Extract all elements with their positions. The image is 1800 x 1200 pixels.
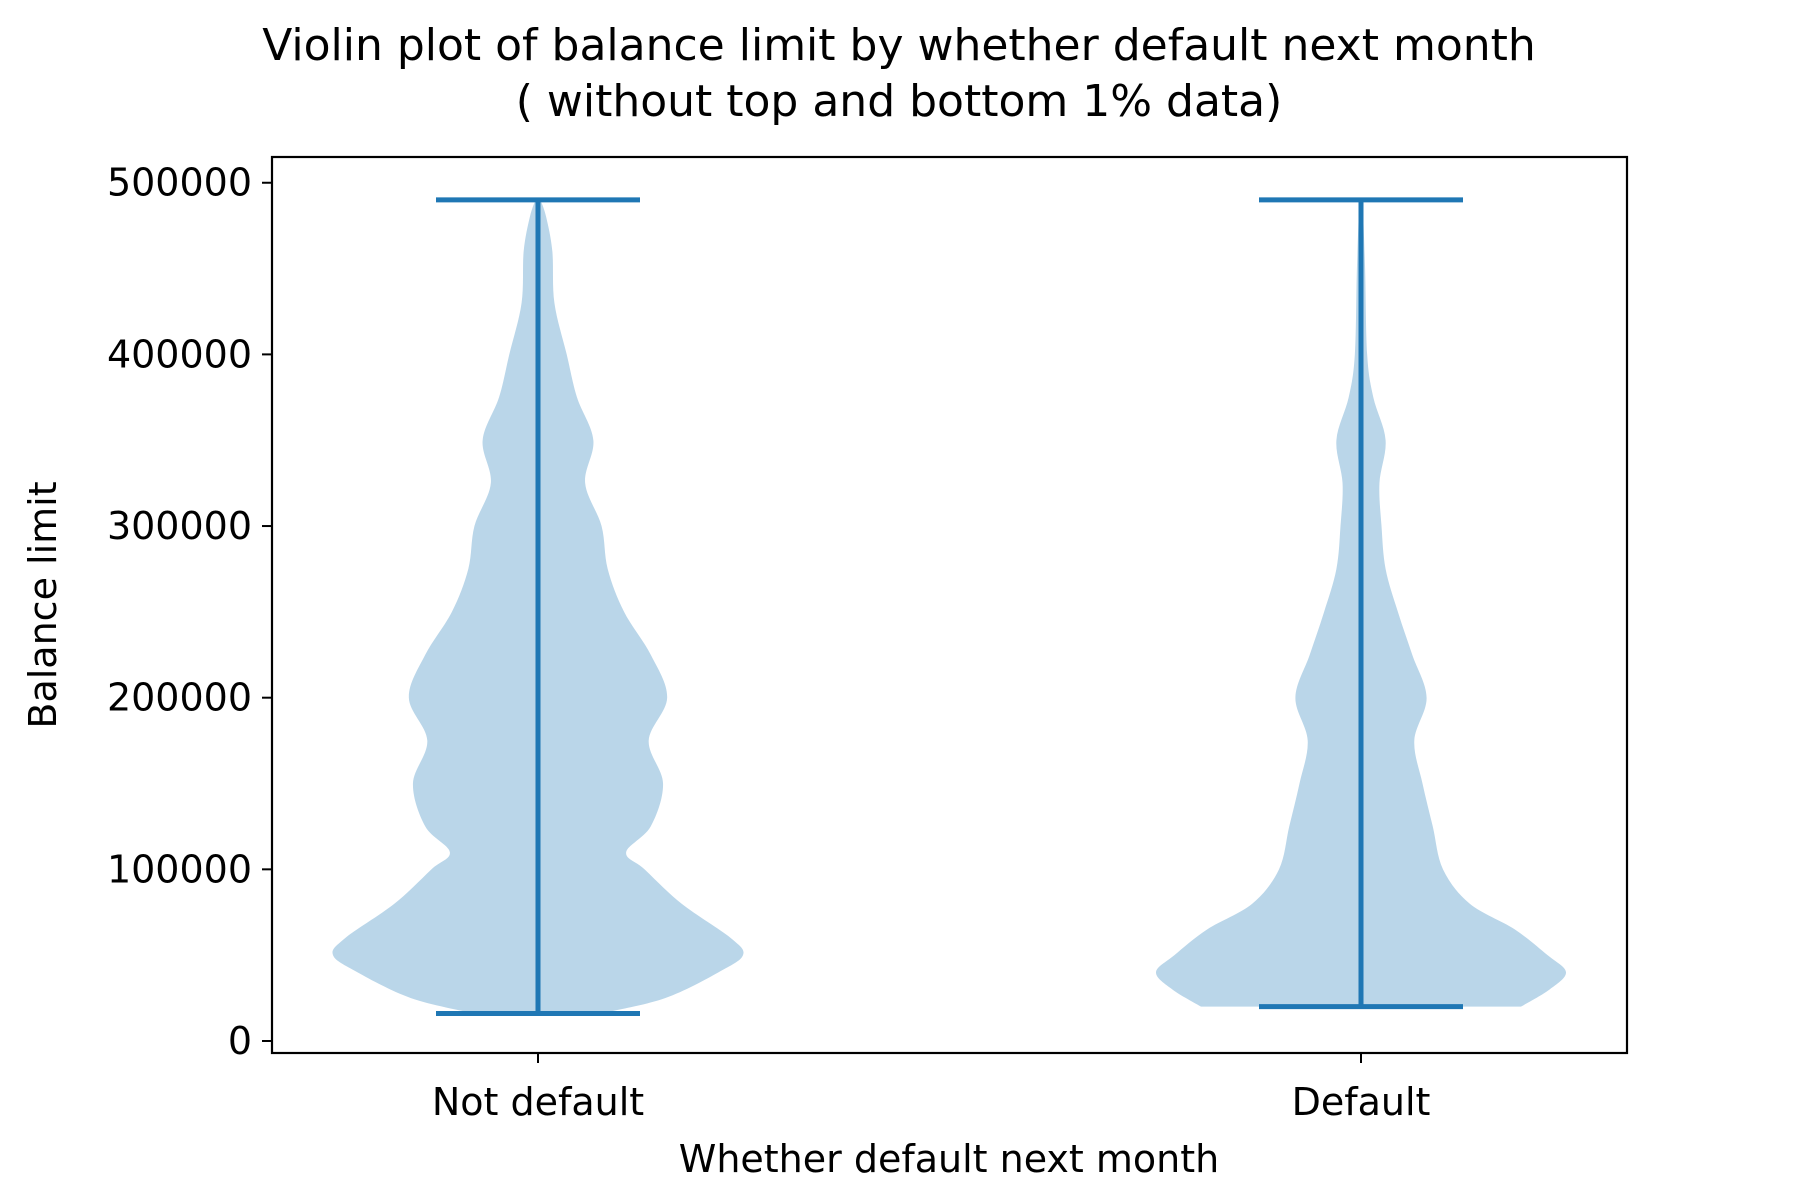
y-tick-label: 500000 [107,161,252,205]
x-axis: Not default Default [432,1053,1431,1124]
y-axis: 0 100000 200000 300000 400000 500000 [107,161,272,1063]
y-tick-label: 200000 [107,676,252,720]
chart-title: Violin plot of balance limit by whether … [262,20,1536,71]
x-axis-label: Whether default next month [679,1137,1219,1181]
violins-layer [332,197,1567,1017]
x-tick-label: Not default [432,1080,644,1124]
y-tick-label: 300000 [107,504,252,548]
chart-subtitle: ( without top and bottom 1% data) [516,76,1283,127]
y-axis-label: Balance limit [21,481,65,728]
y-tick-label: 400000 [107,332,252,376]
y-tick-label: 0 [228,1019,252,1063]
y-tick-label: 100000 [107,847,252,891]
plot-frame [270,155,1629,1055]
x-tick-label: Default [1292,1080,1431,1124]
